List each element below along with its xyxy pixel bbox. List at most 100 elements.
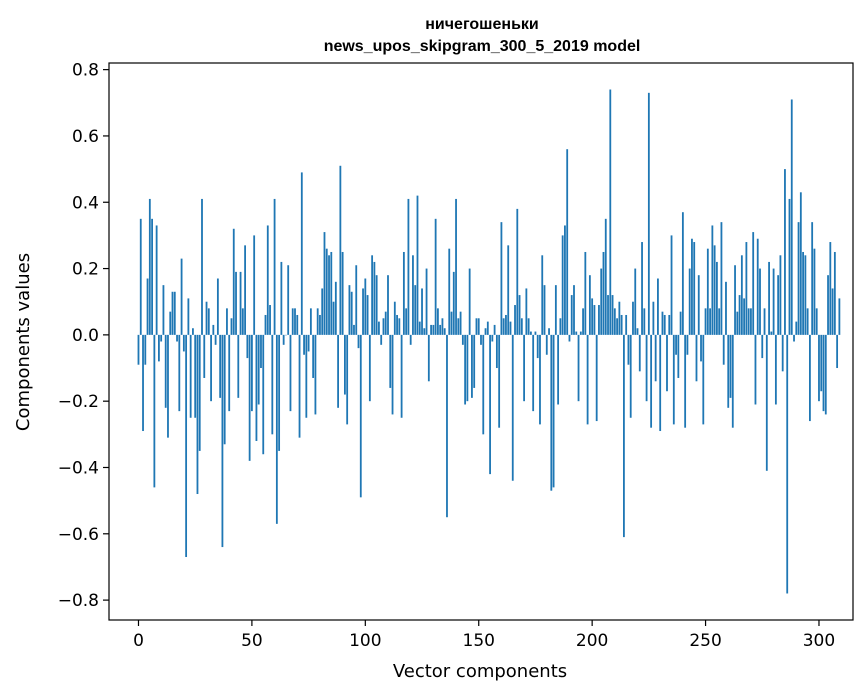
bar bbox=[670, 235, 673, 335]
bar bbox=[822, 334, 825, 412]
bar bbox=[432, 324, 435, 335]
y-axis-label: Components values bbox=[13, 253, 34, 431]
bar bbox=[489, 334, 491, 475]
bar bbox=[271, 334, 274, 435]
x-tick-label: 150 bbox=[463, 631, 495, 651]
bar bbox=[718, 308, 721, 335]
bar bbox=[829, 242, 832, 335]
bar bbox=[330, 251, 333, 335]
bar bbox=[539, 334, 541, 425]
x-tick-label: 300 bbox=[803, 631, 835, 651]
bar bbox=[786, 334, 789, 594]
bar bbox=[809, 334, 811, 422]
bar bbox=[668, 314, 671, 335]
bar bbox=[230, 318, 233, 335]
bar bbox=[643, 308, 646, 335]
bar bbox=[409, 334, 412, 345]
bar bbox=[169, 311, 172, 335]
bar bbox=[548, 328, 550, 335]
bar bbox=[677, 334, 680, 378]
bar bbox=[768, 261, 770, 335]
bar bbox=[400, 334, 403, 418]
bar bbox=[530, 331, 532, 335]
bar bbox=[684, 334, 687, 428]
bar bbox=[568, 334, 571, 342]
bar bbox=[226, 308, 228, 335]
bar bbox=[493, 324, 496, 335]
bar bbox=[371, 255, 374, 335]
bar bbox=[516, 208, 519, 335]
bar bbox=[613, 308, 616, 335]
bar bbox=[248, 334, 251, 461]
bar bbox=[720, 222, 723, 335]
bar bbox=[688, 268, 691, 335]
bar bbox=[743, 298, 746, 335]
bar bbox=[693, 242, 696, 335]
bar bbox=[620, 314, 623, 335]
bar bbox=[579, 331, 582, 335]
bar bbox=[645, 334, 648, 402]
bar bbox=[375, 275, 378, 335]
bar bbox=[482, 334, 485, 435]
bar bbox=[657, 278, 659, 335]
y-tick-label: 0.6 bbox=[72, 127, 99, 147]
bar bbox=[554, 285, 557, 335]
bar bbox=[545, 334, 548, 355]
bar bbox=[441, 318, 444, 335]
bar bbox=[507, 245, 510, 335]
bar bbox=[459, 311, 462, 335]
bar bbox=[282, 334, 285, 345]
bar bbox=[427, 334, 430, 382]
bar bbox=[414, 285, 417, 335]
x-tick-label: 200 bbox=[576, 631, 608, 651]
bar bbox=[629, 334, 632, 418]
bar bbox=[722, 334, 725, 365]
bar bbox=[325, 248, 328, 335]
bar bbox=[491, 334, 494, 342]
bar bbox=[266, 225, 269, 335]
bar bbox=[604, 218, 607, 335]
bar bbox=[661, 311, 664, 335]
bar bbox=[321, 288, 324, 335]
bar bbox=[350, 291, 353, 335]
bar bbox=[518, 295, 521, 335]
bar bbox=[636, 328, 639, 335]
bar bbox=[455, 198, 457, 335]
bar bbox=[232, 228, 235, 335]
bar bbox=[273, 198, 276, 335]
x-axis: 0 50 100 150 200 250 300 bbox=[133, 620, 835, 651]
bar bbox=[797, 222, 800, 335]
bar bbox=[407, 198, 410, 335]
x-tick-label: 250 bbox=[689, 631, 721, 651]
bar bbox=[509, 321, 512, 335]
bar bbox=[725, 281, 727, 335]
bar bbox=[582, 308, 584, 335]
bar bbox=[205, 301, 208, 335]
bar-series bbox=[137, 89, 841, 594]
bar bbox=[727, 334, 730, 408]
bar bbox=[434, 218, 437, 335]
bar bbox=[824, 334, 827, 415]
bar bbox=[164, 334, 167, 408]
bar bbox=[443, 328, 446, 335]
x-tick-label: 50 bbox=[241, 631, 263, 651]
bar bbox=[790, 99, 793, 335]
bar bbox=[148, 198, 151, 335]
bar bbox=[577, 334, 580, 402]
bar bbox=[815, 308, 818, 335]
chart-title-line1: ничегошеньки bbox=[425, 16, 539, 33]
bar bbox=[328, 255, 330, 335]
bar bbox=[307, 334, 310, 352]
bar bbox=[237, 334, 240, 398]
bar bbox=[418, 321, 421, 335]
bar bbox=[348, 285, 351, 335]
bar bbox=[691, 238, 693, 335]
bar bbox=[552, 334, 555, 488]
bar bbox=[378, 321, 380, 335]
bar bbox=[176, 334, 178, 342]
bar bbox=[770, 331, 773, 335]
bar bbox=[473, 334, 476, 388]
bar bbox=[287, 265, 290, 335]
bar bbox=[623, 334, 625, 538]
bar bbox=[314, 334, 317, 415]
